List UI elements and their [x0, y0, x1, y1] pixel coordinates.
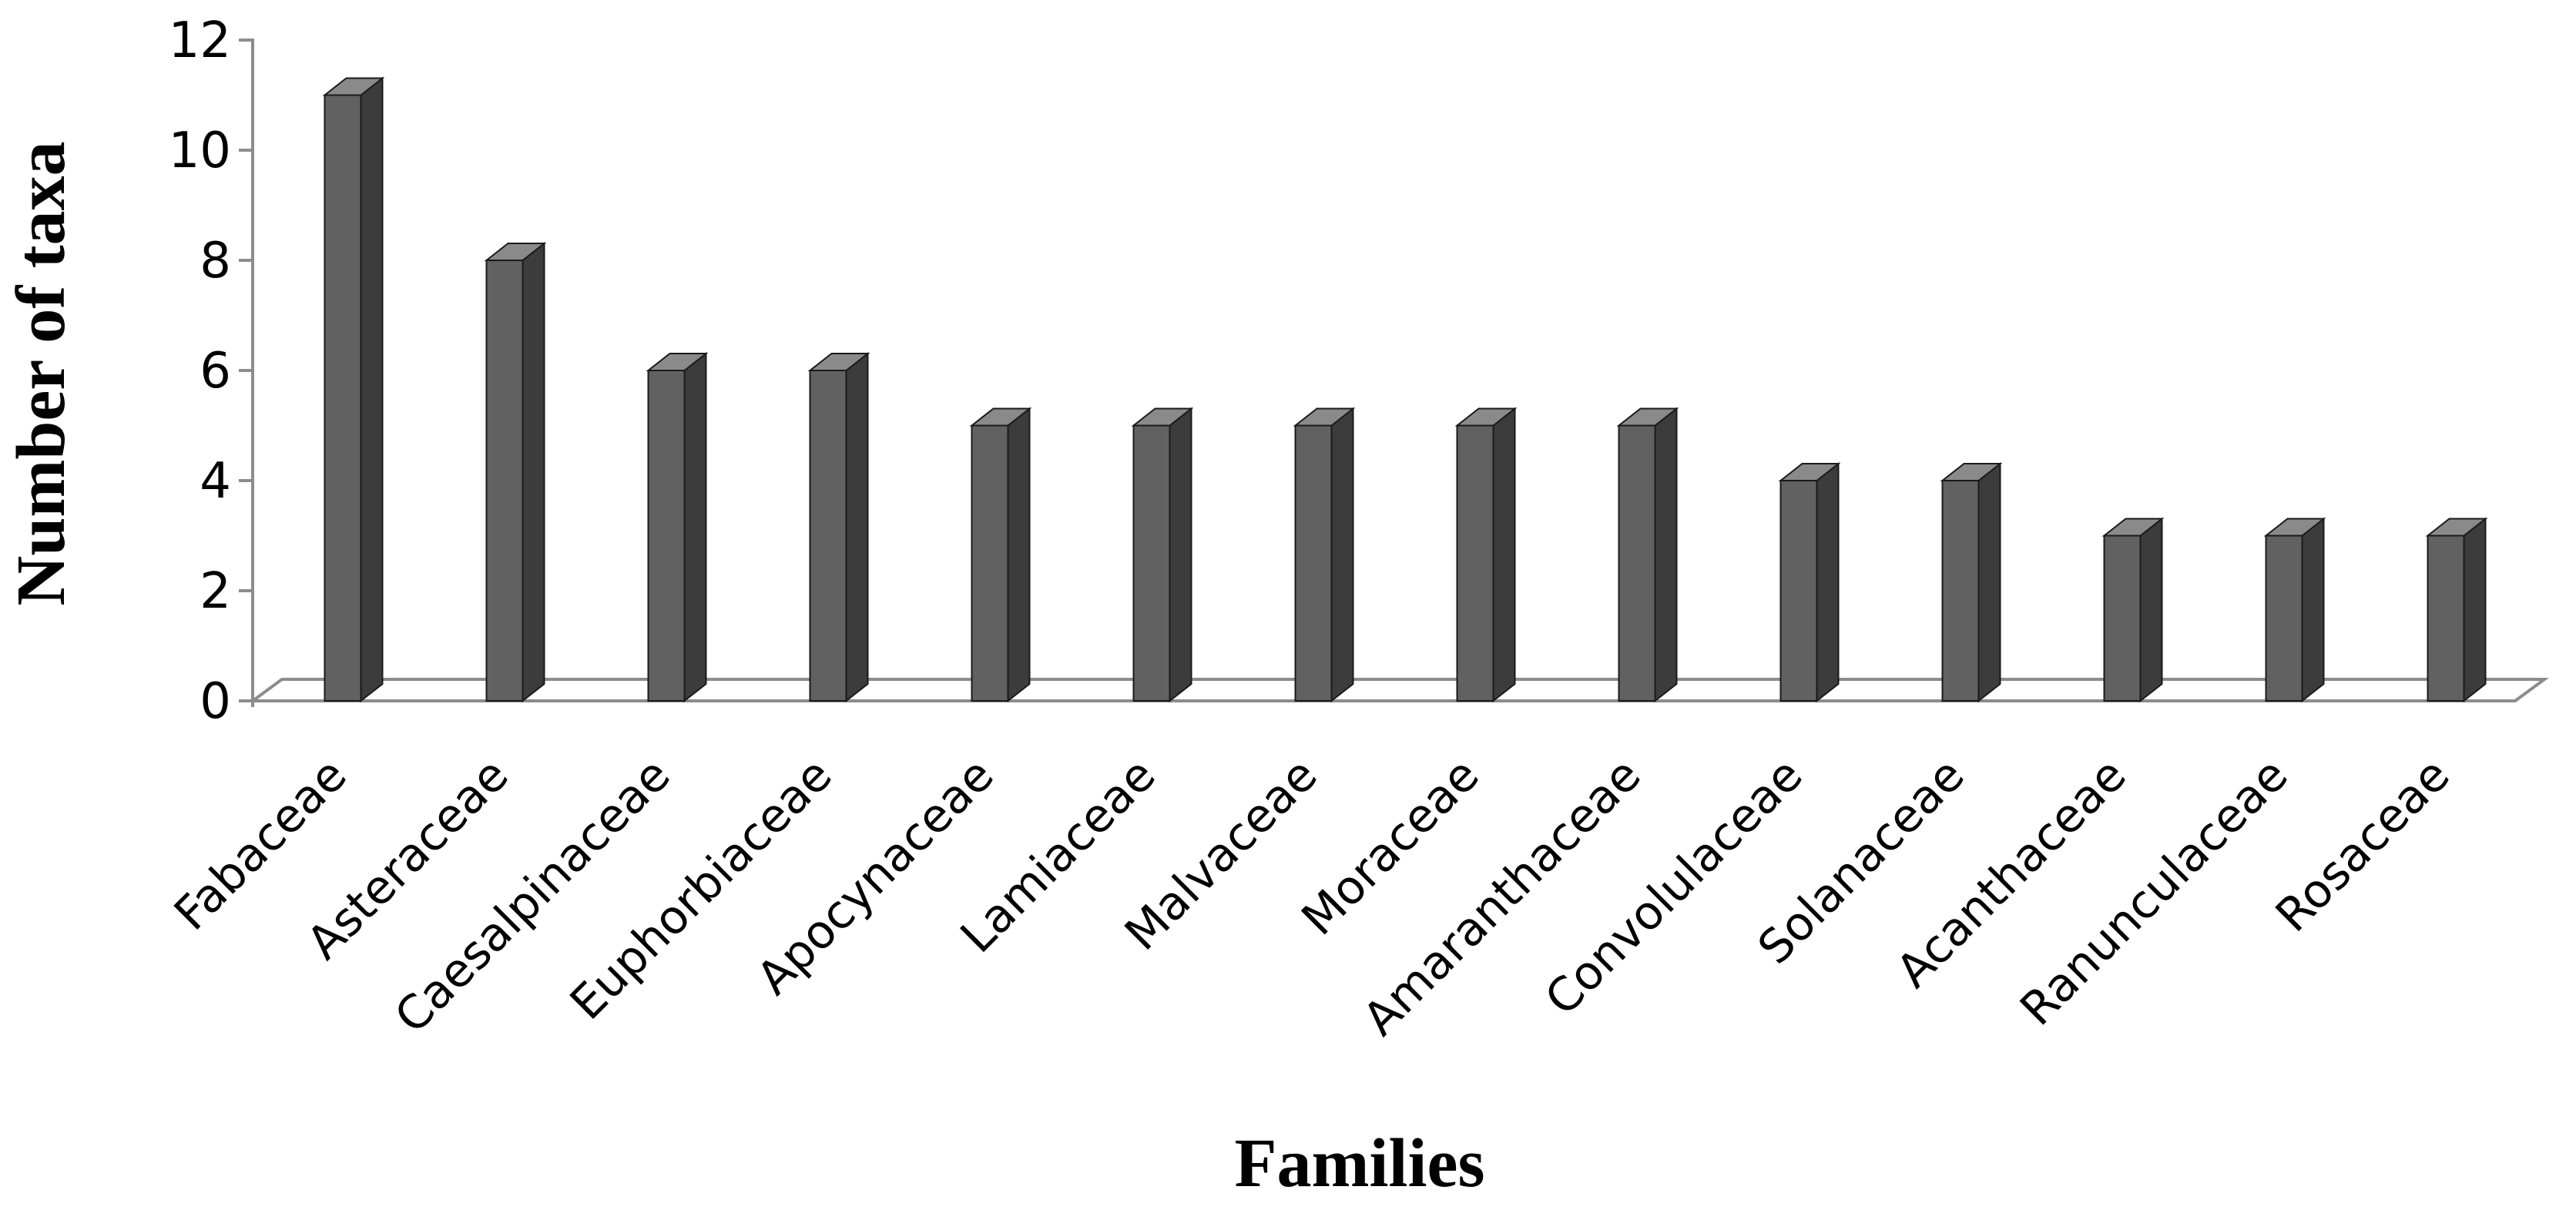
y-tick-label: 10 [169, 122, 231, 179]
bar-top [1131, 407, 1194, 427]
y-tick-label: 4 [200, 453, 231, 510]
bar-side [2139, 517, 2163, 703]
bar-front [1456, 424, 1494, 702]
bar [484, 241, 547, 703]
bar-front [1132, 424, 1171, 702]
floor-plane [247, 678, 2550, 702]
bar [2101, 517, 2165, 703]
bar-front [809, 370, 847, 702]
y-axis: 0 2 4 6 8 10 12 [169, 12, 254, 730]
bar-top [969, 407, 1032, 427]
bar-side [1654, 407, 1678, 703]
bar [2425, 517, 2488, 703]
bar [2263, 517, 2326, 703]
x-tick-label: Rosaceae [2266, 748, 2460, 943]
chart-floor [247, 678, 2550, 702]
bar-top [2101, 518, 2165, 537]
bar-front [1779, 480, 1818, 702]
bar-top [2263, 518, 2326, 537]
x-tick-label: Amaranthaceae [1353, 748, 1651, 1046]
bar-side [522, 241, 545, 703]
bar-top [646, 353, 709, 371]
bar-top [322, 77, 385, 96]
bar-side [845, 351, 869, 703]
bar-front [1618, 424, 1656, 702]
bar-front [485, 260, 524, 702]
bar-side [1007, 407, 1031, 703]
bar-top [1293, 407, 1356, 427]
bar-front [2103, 535, 2142, 702]
bar-top [484, 243, 547, 261]
bar-top [1940, 463, 2003, 481]
bar-front [647, 370, 686, 702]
bar [1293, 407, 1356, 703]
bar [1131, 407, 1194, 703]
bar [646, 351, 709, 703]
bar-side [1816, 461, 1840, 703]
bar-side [683, 351, 707, 703]
x-tick-labels: FabaceaeAsteraceaeCaesalpinaceaeEuphorbi… [164, 748, 2460, 1046]
bar-side [1330, 407, 1354, 703]
bar [807, 351, 870, 703]
y-tick-label: 0 [200, 673, 231, 730]
y-tick-label: 6 [200, 343, 231, 400]
bar-top [1454, 407, 1518, 427]
x-tick-label: Ranunculaceae [2010, 748, 2298, 1036]
bar-top [807, 353, 870, 371]
y-axis-title: Number of taxa [3, 141, 79, 605]
y-tick-label: 2 [200, 563, 231, 620]
bar-side [2463, 517, 2487, 703]
y-tick-label: 12 [169, 12, 231, 69]
bar-front [324, 94, 362, 702]
bar-side [2301, 517, 2325, 703]
bar [1616, 407, 1679, 703]
bar [1454, 407, 1518, 703]
bar-side [360, 76, 384, 703]
bar-front [2427, 535, 2465, 702]
bar-front [971, 424, 1009, 702]
bar-side [1169, 407, 1192, 703]
bar-side [1492, 407, 1516, 703]
bar [1778, 461, 1841, 703]
x-tick-label: Caesalpinaceae [384, 748, 680, 1044]
bar-top [2425, 518, 2488, 537]
bar [1940, 461, 2003, 703]
bar [322, 76, 385, 703]
bar-side [1977, 461, 2001, 703]
bar-front [2265, 535, 2303, 702]
x-axis-title: Families [1235, 1125, 1485, 1202]
y-tick-label: 8 [200, 233, 231, 290]
bar-front [1294, 424, 1333, 702]
bar-top [1778, 463, 1841, 481]
bar-top [1616, 407, 1679, 427]
bar-front [1941, 480, 1980, 702]
bar [969, 407, 1032, 703]
bar-series [322, 76, 2488, 703]
